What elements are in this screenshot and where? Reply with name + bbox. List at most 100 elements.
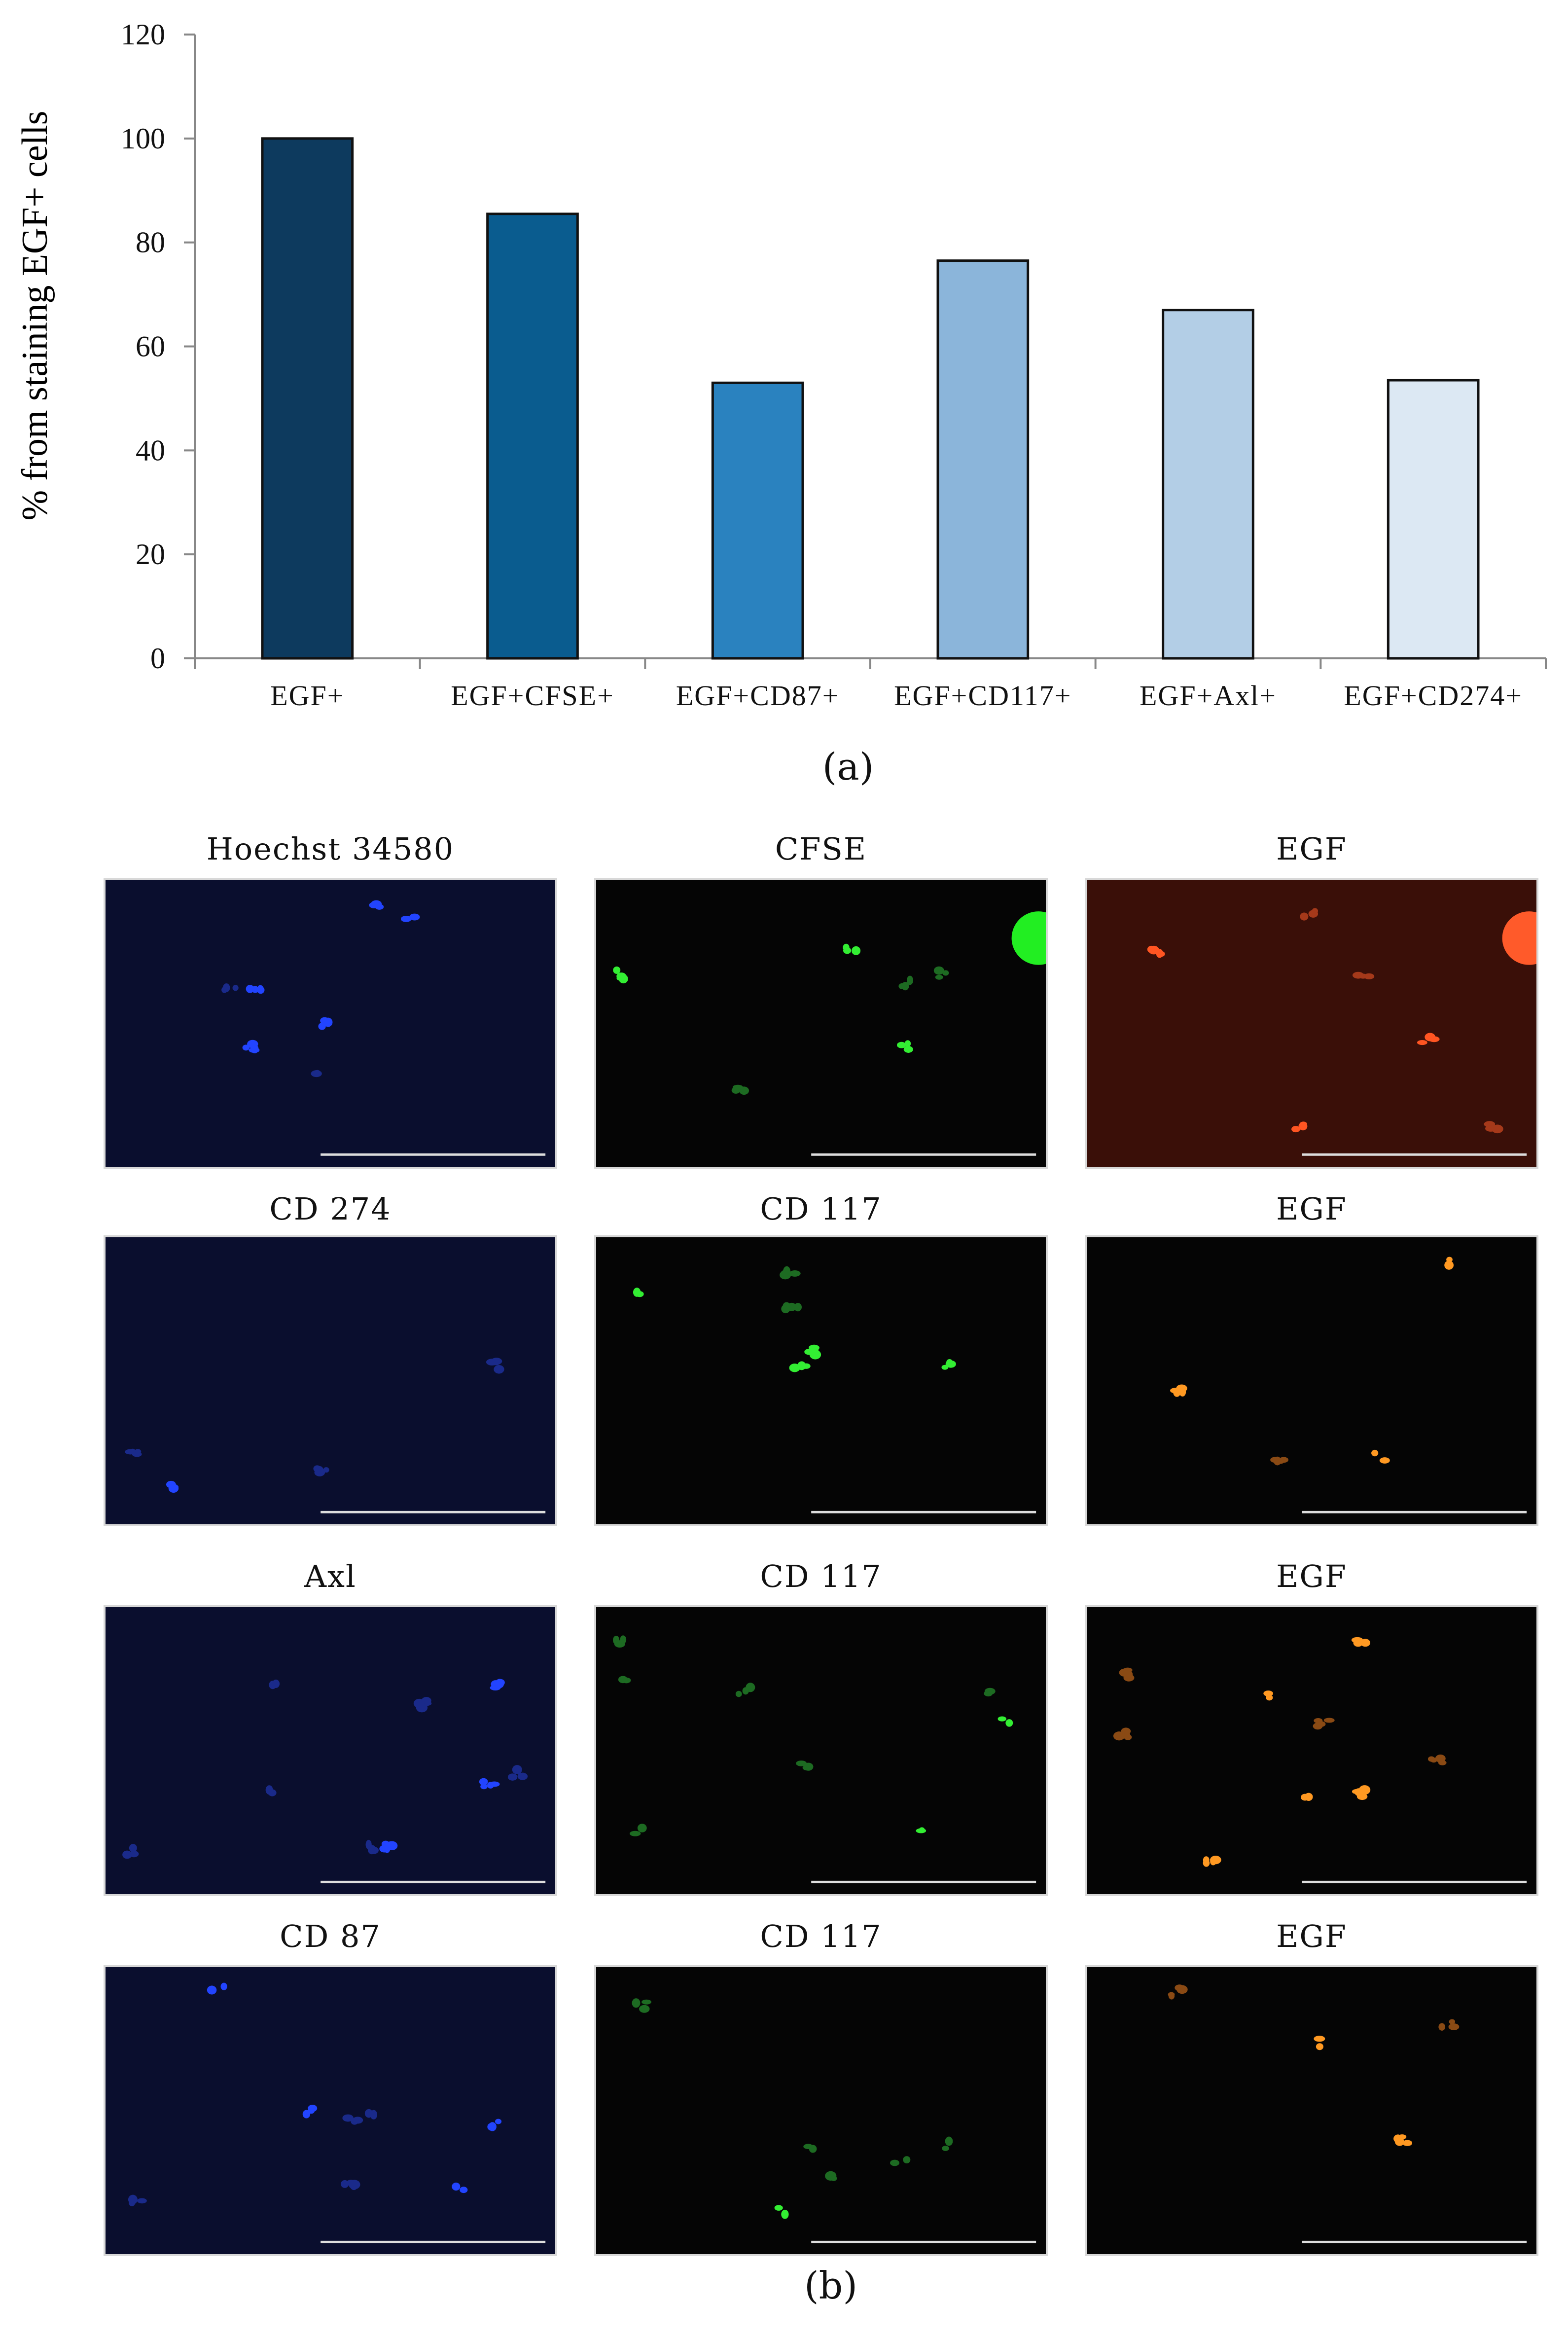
cell-spot [904, 1040, 911, 1047]
x-tick-label: EGF+Axl+ [1140, 680, 1277, 712]
cell-spots [221, 900, 546, 1156]
cell-spot [1428, 1036, 1440, 1042]
micrograph-title: CD 117 [760, 1918, 882, 1954]
cell-spot [1438, 2023, 1446, 2031]
cell-spot [933, 966, 944, 975]
cell-spot [128, 2194, 138, 2205]
cell-spots [122, 1679, 546, 1883]
panel-label-b: (b) [804, 2263, 857, 2307]
cell-spot [613, 966, 621, 974]
bars [261, 137, 1480, 660]
cell-spot [903, 1046, 913, 1053]
cell-spot [796, 1760, 807, 1766]
cell-spots [1147, 908, 1536, 1156]
cell-spot [616, 975, 627, 981]
cell-spot [781, 2209, 789, 2219]
bar [1387, 379, 1480, 660]
cell-spot [1449, 2019, 1456, 2024]
cell-spot [1308, 910, 1319, 918]
cell-spot [1394, 2137, 1405, 2146]
cell-spot [1300, 912, 1309, 921]
y-tick-label: 0 [150, 642, 165, 675]
cell-spot [1175, 1984, 1184, 1991]
bright-spot [1011, 911, 1046, 965]
micrograph-title: CD 274 [269, 1191, 392, 1227]
cell-spot [1203, 1859, 1210, 1867]
cell-spot [232, 985, 239, 991]
cell-spot [1113, 1731, 1125, 1741]
micrograph-image [104, 1965, 557, 2256]
cell-spot [781, 1304, 790, 1314]
cell-spot [1158, 951, 1165, 957]
cell-spot [314, 1070, 321, 1076]
cell-spot [781, 1270, 790, 1277]
micrograph-image [1085, 1605, 1538, 1896]
bar [711, 381, 804, 660]
panel-label-a: (a) [822, 745, 874, 789]
micrograph-image [1085, 1965, 1538, 2256]
cell-spot [1323, 1718, 1335, 1723]
cell-spot [942, 970, 949, 976]
cell-spot [257, 985, 264, 993]
micrograph-title: CD 117 [760, 1558, 882, 1594]
cell-spot [1124, 1731, 1131, 1739]
cell-spot [1351, 1637, 1363, 1643]
cell-spot [735, 1690, 742, 1697]
cell-spot [460, 2187, 468, 2193]
cell-spot [1371, 1449, 1379, 1457]
x-tick-label: EGF+CD274+ [1344, 680, 1523, 712]
cell-spots [633, 1266, 1036, 1513]
micrograph-title: Hoechst 34580 [206, 831, 455, 867]
y-axis-label: % from staining EGF+ cells [15, 111, 55, 521]
y-tick-label: 100 [121, 122, 165, 155]
cell-spot [1438, 1760, 1447, 1765]
cell-spot [1427, 1756, 1435, 1762]
cell-spot [903, 2156, 911, 2163]
bar [261, 137, 354, 660]
cell-spot [125, 1449, 136, 1455]
cell-spot [488, 2122, 497, 2131]
cell-spot [302, 2110, 311, 2119]
micrograph-title: EGF [1276, 1558, 1347, 1594]
micrograph-image [104, 1235, 557, 1526]
cell-spot [803, 1762, 814, 1771]
cell-spots [613, 911, 1046, 1156]
cell-spot [512, 1765, 522, 1775]
cell-spot [620, 1635, 627, 1644]
cell-spot [1397, 2134, 1407, 2140]
y-axis: 0 20 40 60 80 100 120 [121, 18, 196, 675]
y-tick-label: 120 [121, 18, 165, 51]
micrograph-title: Axl [304, 1558, 356, 1594]
cell-spot [1168, 1992, 1175, 2000]
cell-spot [1448, 2023, 1460, 2030]
cell-spot [1352, 971, 1364, 979]
cell-spot [1360, 1639, 1370, 1647]
cell-spot [1147, 945, 1155, 953]
cell-spot [809, 2145, 817, 2153]
cell-spot [632, 1998, 641, 2008]
cell-spot [1356, 1793, 1368, 1800]
cell-spot [945, 1360, 956, 1368]
cell-spot [421, 1697, 431, 1704]
cell-spot [368, 1846, 379, 1854]
cell-spot [452, 2182, 461, 2191]
x-axis: EGF+ EGF+CFSE+ EGF+CD87+ EGF+CD117+ EGF+Axl+… [194, 657, 1547, 712]
cell-spot [341, 2180, 349, 2188]
cell-spot [843, 943, 850, 951]
cell-spot [808, 1344, 820, 1351]
cell-spot [242, 1044, 250, 1051]
cell-spot [249, 1047, 260, 1053]
cell-spot [1402, 2140, 1413, 2146]
cell-spot [1210, 1858, 1216, 1866]
cell-spot [639, 2005, 650, 2013]
cell-spot [313, 1465, 321, 1472]
cell-spot [1304, 1793, 1313, 1801]
y-tick-label: 40 [136, 434, 165, 467]
bar [936, 259, 1030, 660]
cell-spot [272, 1679, 280, 1688]
cell-spot [318, 1022, 326, 1030]
x-tick-label: EGF+CD87+ [676, 680, 840, 712]
cell-spot [1485, 1125, 1497, 1132]
cell-spot [1124, 1670, 1133, 1679]
